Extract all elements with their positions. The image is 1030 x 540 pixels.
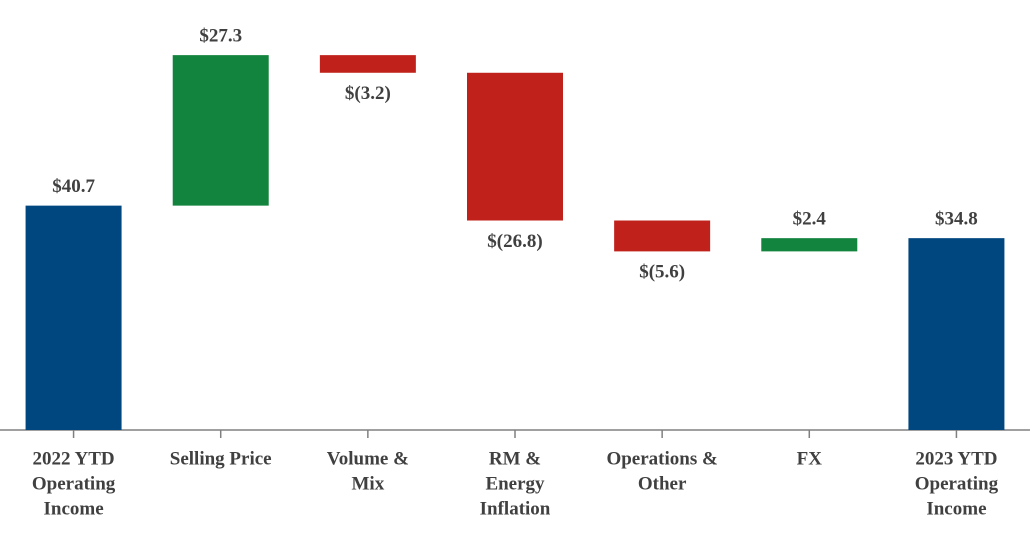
x-tick-label: Income: [926, 498, 986, 519]
value-label: $2.4: [793, 209, 827, 230]
x-tick-label: Other: [638, 473, 687, 494]
value-label: $27.3: [199, 25, 242, 46]
bar: [319, 55, 416, 73]
bar: [172, 55, 269, 206]
bar: [761, 238, 858, 252]
x-tick-label: Volume &: [327, 448, 409, 469]
x-tick-label: Operating: [915, 473, 999, 494]
value-label: $40.7: [52, 176, 95, 197]
bar: [908, 238, 1005, 430]
x-tick-label: Inflation: [480, 498, 551, 519]
bar: [614, 220, 711, 252]
x-tick-label: Operating: [32, 473, 116, 494]
x-tick-label: FX: [797, 448, 823, 469]
x-tick-label: 2022 YTD: [32, 448, 114, 469]
x-tick-label: RM &: [489, 448, 541, 469]
x-tick-label: Selling Price: [170, 448, 272, 469]
x-tick-label: Operations &: [606, 448, 717, 469]
x-tick-label: Energy: [485, 473, 545, 494]
x-tick-label: Mix: [351, 473, 384, 494]
bar: [25, 205, 122, 430]
value-label: $34.8: [935, 209, 978, 230]
x-tick-label: 2023 YTD: [915, 448, 997, 469]
x-tick-label: Income: [43, 498, 103, 519]
value-label: $(26.8): [487, 231, 542, 252]
value-label: $(5.6): [639, 262, 685, 283]
value-label: $(3.2): [345, 83, 391, 104]
bar: [467, 72, 563, 221]
